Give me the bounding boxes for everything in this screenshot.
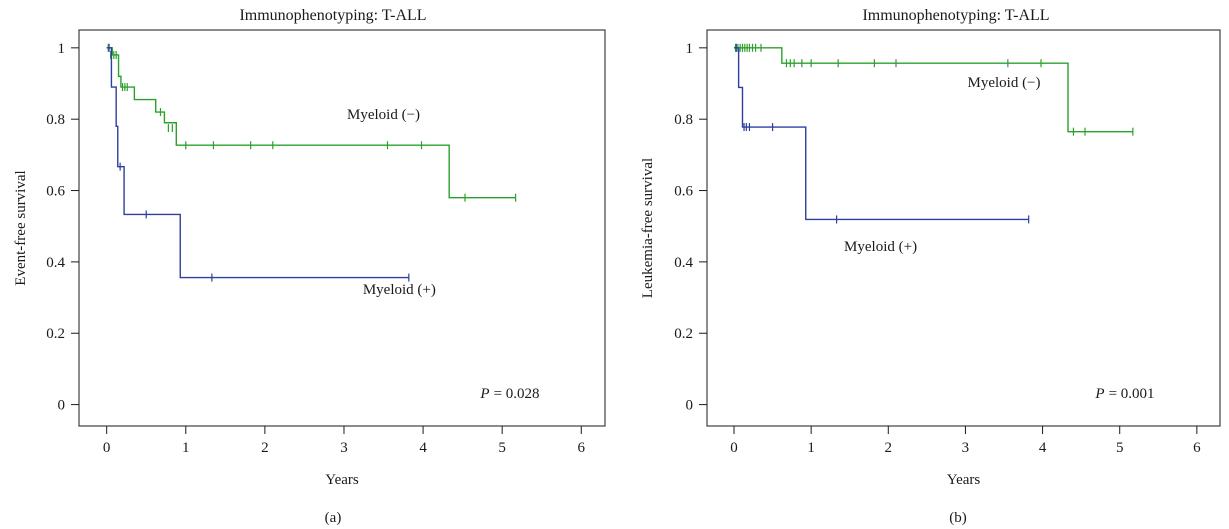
- series-label: Myeloid (+): [363, 282, 436, 298]
- x-tick-label: 2: [261, 440, 269, 456]
- p-value: P = 0.001: [1094, 386, 1154, 402]
- x-tick-label: 4: [419, 440, 427, 456]
- x-axis-label: Years: [947, 472, 981, 488]
- chart-title: Immunophenotyping: T-ALL: [239, 7, 426, 24]
- panel-label: (b): [949, 510, 967, 526]
- series-label: Myeloid (−): [347, 107, 420, 123]
- x-tick-label: 5: [498, 440, 506, 456]
- x-tick-label: 0: [730, 440, 738, 456]
- y-tick-label: 1: [58, 41, 66, 57]
- y-tick-label: 0: [58, 398, 66, 414]
- y-tick-label: 0: [686, 398, 694, 414]
- survival-curve: [734, 47, 1029, 221]
- y-axis-label: Event-free survival: [13, 170, 29, 285]
- x-tick-label: 3: [340, 440, 348, 456]
- series-myeloid-positive: Myeloid (+): [734, 43, 1030, 255]
- x-tick-label: 4: [1039, 440, 1047, 456]
- y-tick-label: 0.4: [674, 255, 693, 271]
- p-value-text: = 0.001: [1109, 386, 1155, 402]
- x-tick-label: 6: [1193, 440, 1201, 456]
- series-label: Myeloid (+): [844, 239, 917, 255]
- survival-curve: [734, 47, 1133, 133]
- panel-label: (a): [325, 510, 342, 526]
- y-tick-label: 0.6: [674, 184, 693, 200]
- x-tick-label: 0: [103, 440, 111, 456]
- chart-title: Immunophenotyping: T-ALL: [862, 7, 1049, 24]
- y-tick-label: 0.2: [674, 326, 693, 342]
- x-tick-label: 1: [807, 440, 815, 456]
- series-myeloid-negative: Myeloid (−): [734, 43, 1134, 136]
- y-tick-label: 0.2: [46, 326, 65, 342]
- p-value-symbol: P: [479, 386, 489, 402]
- y-tick-label: 0.8: [46, 112, 65, 128]
- series-myeloid-negative: Myeloid (−): [106, 43, 517, 202]
- survival-curve: [106, 47, 516, 199]
- panel-b: Immunophenotyping: T-ALL 0 1 2 3 4 5 6 0 0.2 0.4 0.…: [640, 7, 1221, 526]
- series-label: Myeloid (−): [967, 75, 1040, 91]
- y-tick-label: 0.6: [46, 184, 65, 200]
- plot-frame: [78, 29, 606, 427]
- y-tick-label: 1: [686, 41, 694, 57]
- x-tick-label: 2: [885, 440, 893, 456]
- p-value-text: = 0.028: [494, 386, 540, 402]
- p-value: P = 0.028: [479, 386, 539, 402]
- x-tick-label: 6: [578, 440, 586, 456]
- x-tick-label: 5: [1116, 440, 1124, 456]
- y-tick-label: 0.4: [46, 255, 65, 271]
- p-value-symbol: P: [1094, 386, 1104, 402]
- y-axis-label: Leukemia-free survival: [640, 158, 656, 298]
- y-tick-label: 0.8: [674, 112, 693, 128]
- survival-curve: [106, 47, 409, 279]
- plot-frame: [706, 29, 1221, 427]
- series-myeloid-positive: Myeloid (+): [106, 43, 436, 298]
- x-axis-label: Years: [325, 472, 359, 488]
- x-tick-label: 1: [182, 440, 190, 456]
- x-tick-label: 3: [962, 440, 970, 456]
- panel-a: Immunophenotyping: T-ALL 0 1 2 3 4 5 6 0 0.2 0.4 0.…: [13, 7, 606, 526]
